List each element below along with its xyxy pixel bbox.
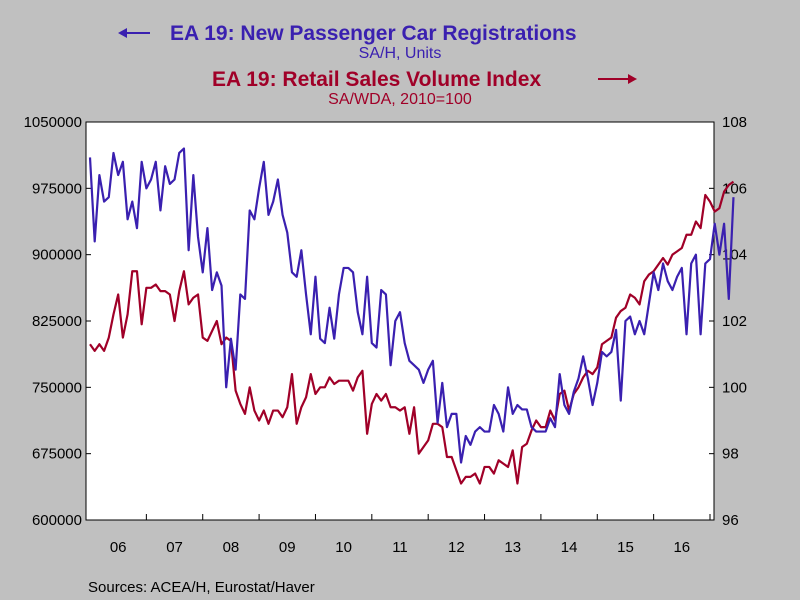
- right-tick-label: 100: [722, 379, 747, 396]
- x-tick-label: 14: [561, 539, 578, 556]
- x-tick-label: 08: [223, 539, 240, 556]
- series-2-subtitle: SA/WDA, 2010=100: [328, 91, 472, 108]
- left-y-axis: 600000 675000 750000 825000 900000 975000 1050…: [24, 114, 91, 529]
- left-tick-label: 675000: [32, 446, 82, 463]
- plot-area: [85, 121, 715, 521]
- left-tick-label: 750000: [32, 379, 82, 396]
- left-tick-label: 600000: [32, 512, 82, 529]
- x-tick-label: 12: [448, 539, 465, 556]
- left-tick-label: 975000: [32, 180, 82, 197]
- right-tick-label: 102: [722, 313, 747, 330]
- x-tick-label: 09: [279, 539, 296, 556]
- x-tick-label: 16: [673, 539, 690, 556]
- legend: EA 19: New Passenger Car Registrations S…: [118, 22, 637, 108]
- x-axis: 06 07 08 09 10 11 12 13 14 15 16: [110, 514, 711, 556]
- legend-arrowhead-retail-sales: [628, 74, 637, 84]
- left-tick-label: 825000: [32, 313, 82, 330]
- x-tick-label: 07: [166, 539, 183, 556]
- left-tick-label: 900000: [32, 247, 82, 264]
- series-1-subtitle: SA/H, Units: [359, 45, 442, 62]
- series-line-car-registrations: [88, 147, 735, 464]
- left-tick-label: 1050000: [24, 114, 82, 131]
- series-line-retail-sales: [89, 180, 735, 485]
- series-1-name: EA 19: New Passenger Car Registrations: [170, 22, 577, 45]
- x-tick-label: 13: [504, 539, 521, 556]
- right-tick-label: 108: [722, 114, 747, 131]
- right-tick-label: 98: [722, 446, 739, 463]
- right-tick-label: 96: [722, 512, 739, 529]
- legend-arrowhead-car-registrations: [118, 28, 127, 38]
- x-tick-label: 11: [392, 539, 408, 556]
- x-tick-label: 10: [335, 539, 352, 556]
- series-2-name: EA 19: Retail Sales Volume Index: [212, 68, 541, 91]
- right-tick-label: 104: [722, 247, 747, 264]
- x-tick-label: 06: [110, 539, 127, 556]
- source-note: Sources: ACEA/H, Eurostat/Haver: [88, 579, 315, 596]
- x-tick-label: 15: [617, 539, 634, 556]
